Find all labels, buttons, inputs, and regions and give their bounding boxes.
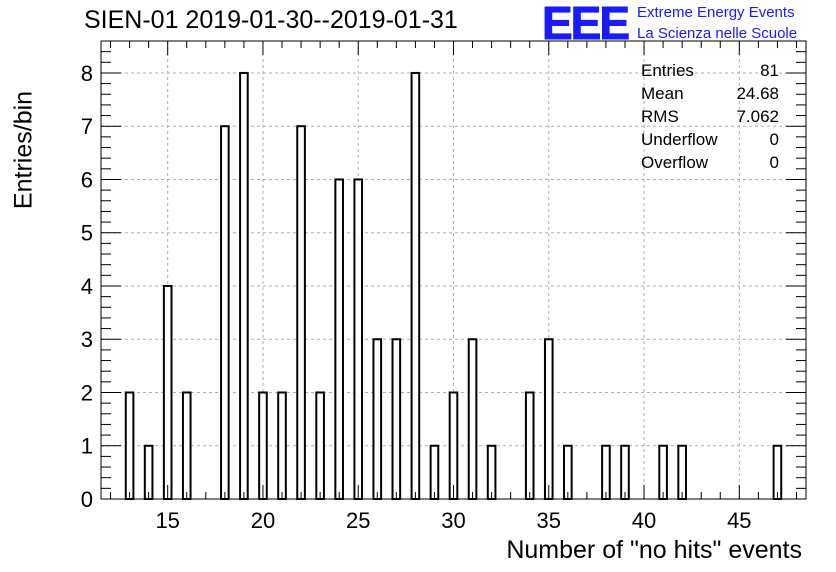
stat-row: Underflow 0 [641, 128, 779, 151]
histogram-bar [220, 125, 230, 501]
histogram-bar [524, 391, 535, 500]
y-tick-label: 3 [81, 327, 93, 352]
stat-row: Entries 81 [641, 59, 779, 82]
y-axis-label-box: Entries/bin [4, 91, 44, 209]
histogram-bar [448, 391, 459, 500]
logo-subtitle-line2: La Scienza nelle Scuole [637, 25, 798, 42]
histogram-bar [620, 444, 630, 500]
x-tick-label: 40 [632, 508, 656, 533]
stat-value: 81 [760, 61, 779, 80]
histogram-bar [258, 391, 268, 500]
histogram-bar [410, 71, 421, 500]
histogram-bar [353, 178, 364, 500]
histogram-bar [601, 444, 611, 500]
y-tick-label: 5 [81, 221, 93, 246]
x-tick-label: 20 [251, 508, 275, 533]
histogram-bar [296, 125, 306, 501]
y-tick-label: 8 [81, 61, 93, 86]
logo-subtitle-line1: Extreme Energy Events [637, 4, 795, 21]
x-tick-label: 30 [441, 508, 465, 533]
histogram-bar [391, 338, 402, 500]
stat-value: 7.062 [736, 107, 779, 126]
x-axis-label: Number of "no hits" events [506, 536, 802, 564]
histogram-bar [429, 444, 440, 500]
histogram-bar [772, 444, 783, 500]
stat-row: Overflow 0 [641, 151, 779, 174]
y-axis-label: Entries/bin [9, 90, 38, 210]
chart-title: SIEN-01 2019-01-30--2019-01-31 [84, 6, 458, 34]
histogram-bar [467, 338, 478, 500]
histogram-bar [543, 338, 554, 500]
stat-label: Mean [641, 84, 684, 103]
y-tick-label: 1 [81, 434, 93, 459]
stat-label: Overflow [641, 153, 709, 172]
histogram-bar [143, 444, 154, 500]
statistics-box: Entries 81 Mean 24.68 RMS 7.062 Underflow 0 Over… [641, 59, 779, 174]
stat-label: Entries [641, 61, 694, 80]
stat-value: 0 [769, 153, 779, 172]
histogram-bar [315, 391, 325, 500]
histogram-bar [563, 444, 573, 500]
x-tick-label: 45 [727, 508, 751, 533]
histogram-bar [658, 444, 668, 500]
y-tick-label: 0 [81, 487, 93, 512]
histogram-bar [372, 338, 383, 500]
axis-ticks [101, 41, 806, 500]
x-tick-label: 25 [346, 508, 370, 533]
stat-label: Underflow [641, 130, 718, 149]
histogram-bar [277, 391, 287, 500]
histogram-bar [162, 284, 173, 500]
y-tick-label: 6 [81, 167, 93, 192]
stat-value: 0 [769, 130, 779, 149]
histogram-bar [677, 444, 687, 500]
histogram-bar [181, 391, 192, 500]
stat-label: RMS [641, 107, 679, 126]
y-tick-label: 4 [81, 274, 93, 299]
histogram-bar [334, 178, 344, 500]
histogram-bar [239, 71, 249, 500]
stat-row: RMS 7.062 [641, 105, 779, 128]
stat-row: Mean 24.68 [641, 82, 779, 105]
stat-value: 24.68 [736, 84, 779, 103]
histogram-bar [486, 444, 497, 500]
x-tick-label: 15 [155, 508, 179, 533]
y-tick-label: 2 [81, 380, 93, 405]
y-tick-label: 7 [81, 114, 93, 139]
x-tick-label: 35 [537, 508, 561, 533]
histogram-bar [124, 391, 135, 500]
